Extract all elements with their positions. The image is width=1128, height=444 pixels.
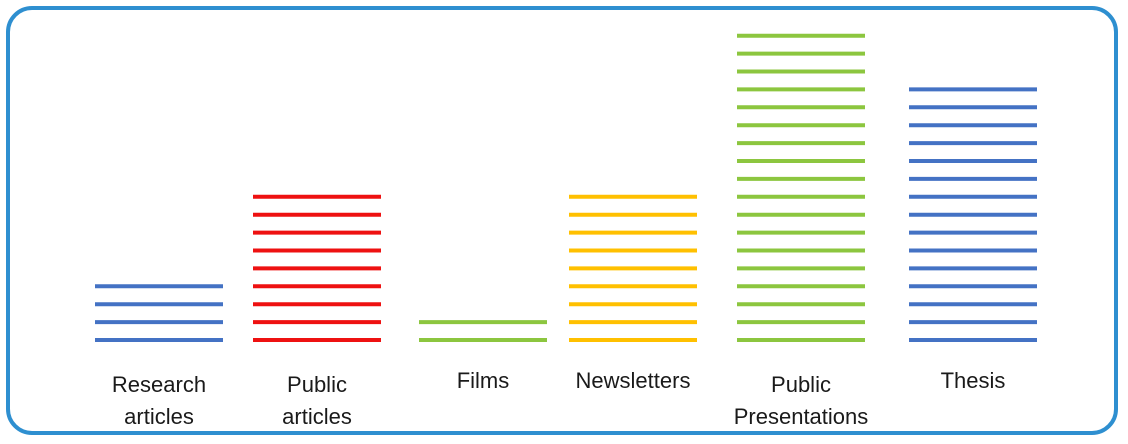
category-label-4: Public Presentations xyxy=(734,372,869,429)
category-label-4-line-0: Public xyxy=(771,372,831,397)
bar-5 xyxy=(909,87,1037,342)
category-label-2-line-0: Films xyxy=(457,368,510,393)
bar-0 xyxy=(95,284,223,342)
bar-4 xyxy=(737,33,865,342)
category-label-1: Public articles xyxy=(282,372,352,429)
category-label-5-line-0: Thesis xyxy=(941,368,1006,393)
chart-frame xyxy=(6,6,1118,435)
category-label-5: Thesis xyxy=(941,368,1006,393)
category-label-0: Research articles xyxy=(112,372,206,429)
category-label-1-line-0: Public xyxy=(287,372,347,397)
category-label-1-line-1: articles xyxy=(282,404,352,429)
bar-2 xyxy=(419,320,547,342)
labels-layer: Research articles Public articles Films Newsl… xyxy=(112,368,1005,429)
bar-3 xyxy=(569,194,697,342)
category-label-0-line-1: articles xyxy=(124,404,194,429)
category-label-3-line-0: Newsletters xyxy=(576,368,691,393)
category-label-3: Newsletters xyxy=(576,368,691,393)
bars-layer xyxy=(95,33,1037,342)
category-label-0-line-0: Research xyxy=(112,372,206,397)
bar-1 xyxy=(253,194,381,342)
category-label-2: Films xyxy=(457,368,510,393)
category-label-4-line-1: Presentations xyxy=(734,404,869,429)
